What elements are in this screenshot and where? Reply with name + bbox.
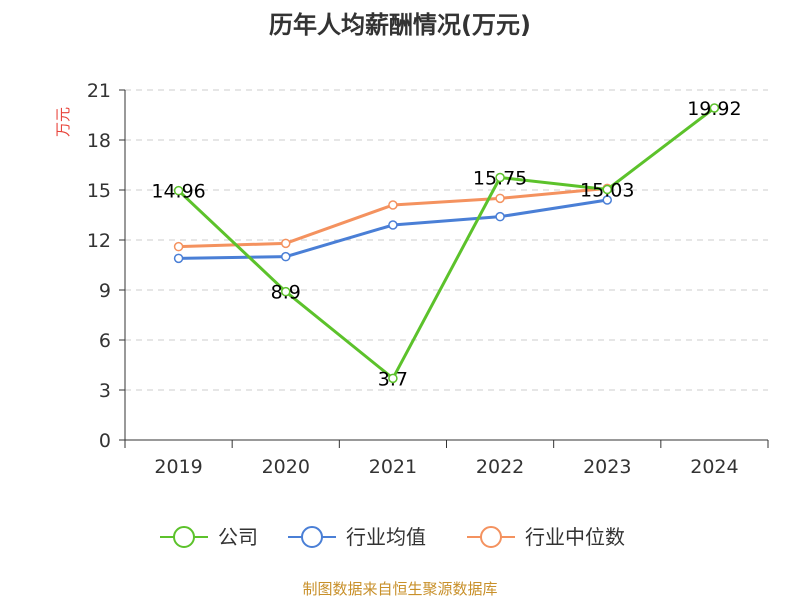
data-label: 14.96 (151, 181, 205, 203)
legend-item-1[interactable]: 行业均值 (288, 525, 426, 549)
legend-item-0[interactable]: 公司 (160, 525, 258, 549)
data-point (173, 185, 184, 196)
y-tick-label: 12 (87, 230, 111, 252)
data-label: 8.9 (271, 282, 301, 304)
data-point (281, 238, 291, 249)
y-tick-label: 21 (87, 80, 111, 102)
x-tick-label: 2019 (154, 456, 202, 478)
x-tick-label: 2023 (583, 456, 631, 478)
y-tick-label: 9 (99, 280, 111, 302)
y-tick-label: 15 (87, 180, 111, 202)
series-lines (173, 103, 720, 384)
data-labels: 14.96 8.9 3.7 15.75 15.03 19.92 (151, 98, 741, 390)
legend-marker-icon (173, 526, 195, 548)
legend-label: 公司 (218, 525, 258, 549)
data-label: 15.03 (580, 180, 634, 202)
x-tick-label: 2022 (476, 456, 524, 478)
x-tick-label: 2021 (369, 456, 417, 478)
series-line (178, 186, 608, 249)
grid (125, 89, 768, 391)
data-point (602, 184, 612, 195)
y-tick-label: 18 (87, 130, 111, 152)
data-point (173, 253, 184, 264)
y-tick-label: 0 (99, 430, 111, 452)
legend-item-2[interactable]: 行业中位数 (467, 525, 625, 549)
data-point (495, 211, 505, 222)
series-0 (173, 103, 720, 384)
legend-marker-icon (301, 526, 323, 548)
data-label: 15.75 (473, 168, 527, 190)
data-point (388, 200, 398, 210)
legend-label: 行业中位数 (525, 525, 625, 549)
data-label: 19.92 (687, 98, 741, 120)
legend[interactable]: 公司 行业均值 行业中位数 (160, 525, 625, 549)
source-note: 制图数据来自恒生聚源数据库 (302, 580, 497, 598)
data-point (495, 193, 505, 204)
y-tick-label: 6 (99, 330, 111, 352)
data-point (495, 172, 505, 183)
legend-label: 行业均值 (346, 525, 426, 549)
data-point (281, 251, 291, 262)
axes: 0 3 6 9 12 15 18 21 2019 2020 2021 2022 2023 2024 (87, 80, 769, 478)
data-point (709, 103, 720, 113)
x-tick-label: 2024 (690, 456, 738, 478)
data-point (602, 195, 612, 205)
series-2 (173, 183, 612, 252)
data-point (173, 241, 184, 252)
legend-marker-icon (480, 526, 502, 548)
y-tick-label: 3 (99, 380, 111, 402)
data-point (281, 286, 291, 297)
series-line (177, 106, 716, 380)
x-tick-label: 2020 (262, 456, 310, 478)
data-point (388, 373, 398, 384)
chart-title: 历年人均薪酬情况(万元) (269, 11, 531, 39)
data-label: 3.7 (378, 368, 408, 390)
y-axis-label: 万元 (54, 107, 72, 137)
data-point (388, 220, 398, 230)
